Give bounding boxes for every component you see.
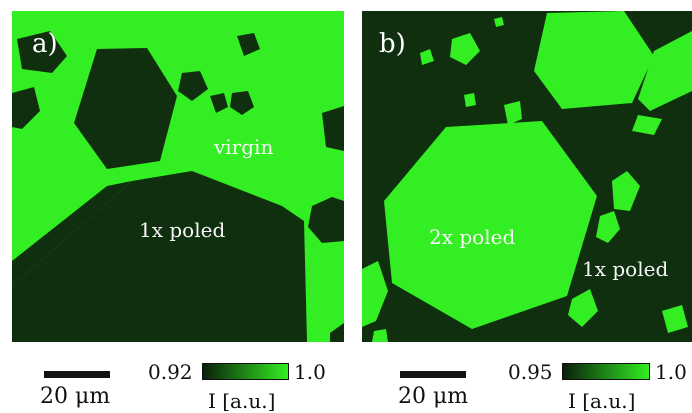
scale-label-a: 20 μm [40, 384, 111, 409]
colorbar-min-b: 0.95 [508, 360, 553, 384]
poled-1x-label-b: 1x poled [582, 257, 669, 281]
panel-b-domain-map [362, 11, 692, 342]
edge-bright-left [362, 261, 388, 327]
hex-domain [74, 48, 177, 169]
poled-domain-edge [12, 181, 132, 286]
small-bright-8 [596, 211, 620, 243]
small-domain-3 [237, 33, 260, 56]
small-domain-1 [17, 31, 67, 73]
small-bright-1 [450, 33, 480, 65]
colorbar-min-a: 0.92 [148, 360, 193, 384]
poled-domain-large [12, 171, 307, 342]
panel-a-letter: a) [32, 29, 58, 59]
small-domain-6 [230, 91, 254, 115]
small-bright-9 [568, 289, 598, 327]
colorbar-label-a: I [a.u.] [208, 389, 276, 413]
small-bright-10 [662, 305, 688, 333]
poled-1x-label-a: 1x poled [139, 218, 226, 242]
small-domain-5 [210, 93, 228, 113]
panel-b-letter: b) [379, 29, 406, 59]
small-bright-5 [504, 101, 522, 125]
panel-a-domain-map [12, 11, 344, 342]
small-domain-4 [178, 71, 208, 101]
colorbar-a [202, 363, 289, 380]
small-bright-6 [464, 93, 476, 107]
colorbar-max-b: 1.0 [655, 360, 687, 384]
scale-bar-a [44, 371, 110, 378]
colorbar-label-b: I [a.u.] [568, 389, 636, 413]
small-domain-2 [12, 87, 40, 129]
small-domain-7 [322, 106, 344, 151]
small-bright-7 [612, 171, 640, 211]
scale-label-b: 20 μm [398, 384, 469, 409]
poled-2x-label: 2x poled [429, 225, 516, 249]
edge-bright-right [638, 31, 692, 111]
panel-a-image: a) virgin 1x poled [12, 11, 344, 342]
hex-domain-2x-upper [534, 11, 654, 109]
small-bright-3 [494, 17, 504, 27]
colorbar-max-a: 1.0 [294, 360, 326, 384]
virgin-label: virgin [214, 135, 274, 159]
small-domain-9 [330, 323, 344, 342]
small-domain-8 [308, 197, 344, 243]
scale-bar-b [400, 371, 466, 378]
panel-b-image: b) 2x poled 1x poled [362, 11, 692, 342]
hex-domain-2x-large [384, 121, 597, 329]
small-bright-2 [420, 49, 434, 65]
small-bright-11 [372, 329, 388, 342]
colorbar-b [562, 363, 650, 380]
small-bright-4 [632, 115, 662, 135]
